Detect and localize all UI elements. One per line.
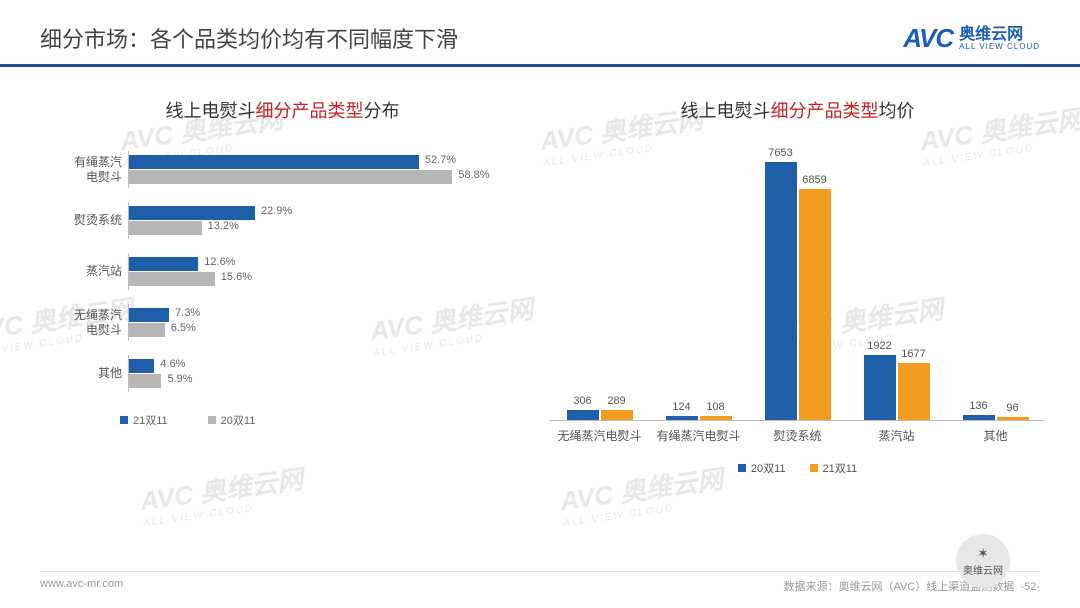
x-axis-label: 熨烫系统 <box>748 427 847 444</box>
bar-value: 5.9% <box>161 373 192 385</box>
vbar: 7653 <box>765 162 797 420</box>
legend-item: 20双11 <box>208 412 256 428</box>
x-axis-label: 蒸汽站 <box>847 427 946 444</box>
x-axis-label: 有绳蒸汽电熨斗 <box>649 427 748 444</box>
hbar-row: 蒸汽站12.6%15.6% <box>40 253 535 290</box>
footer-url: www.avc-mr.com <box>40 578 123 594</box>
bar-value: 13.2% <box>202 220 239 232</box>
bar-value: 7653 <box>768 147 792 162</box>
wechat-badge: ✶ 奥维云网 <box>956 534 1010 588</box>
hbar: 13.2% <box>129 221 202 235</box>
hbar: 7.3% <box>129 308 169 322</box>
vbar: 1922 <box>864 355 896 420</box>
vbar-group: 124108 <box>649 416 748 420</box>
hbar: 22.9% <box>129 206 255 220</box>
category-label: 有绳蒸汽电熨斗 <box>40 155 128 184</box>
hbar-row: 无绳蒸汽电熨斗7.3%6.5% <box>40 304 535 341</box>
bar-value: 12.6% <box>198 256 235 268</box>
left-chart-title: 线上电熨斗细分产品类型分布 <box>30 97 535 123</box>
vbar-group: 19221677 <box>847 355 946 420</box>
footer: www.avc-mr.com 数据来源：奥维云网（AVC）线上渠道监测数据 -5… <box>40 571 1040 594</box>
left-chart-legend: 21双11 20双11 <box>30 412 535 428</box>
bar-value: 58.8% <box>452 169 489 181</box>
bar-value: 15.6% <box>215 271 252 283</box>
vbar: 96 <box>997 417 1029 420</box>
bar-value: 6859 <box>802 174 826 189</box>
right-chart-title: 线上电熨斗细分产品类型均价 <box>545 97 1050 123</box>
hbar-row: 熨烫系统22.9%13.2% <box>40 202 535 239</box>
vbar: 124 <box>666 416 698 420</box>
bar-value: 6.5% <box>165 322 196 334</box>
vbar: 6859 <box>799 189 831 420</box>
bar-value: 22.9% <box>255 205 292 217</box>
bar-value: 4.6% <box>154 358 185 370</box>
logo-mark: AVC <box>903 23 953 54</box>
brand-logo: AVC 奥维云网 ALL VIEW CLOUD <box>903 23 1040 54</box>
hbar: 4.6% <box>129 359 154 373</box>
bar-value: 124 <box>672 401 690 416</box>
category-label: 无绳蒸汽电熨斗 <box>40 308 128 337</box>
x-axis-label: 无绳蒸汽电熨斗 <box>550 427 649 444</box>
right-chart-legend: 20双11 21双11 <box>550 460 1045 476</box>
bar-value: 136 <box>969 400 987 415</box>
bar-value: 306 <box>573 395 591 410</box>
vbar-group: 13696 <box>946 415 1045 420</box>
hbar-row: 其他4.6%5.9% <box>40 355 535 392</box>
bar-value: 108 <box>706 401 724 416</box>
header: 细分市场：各个品类均价均有不同幅度下滑 AVC 奥维云网 ALL VIEW CL… <box>0 0 1080 67</box>
hbar: 12.6% <box>129 257 198 271</box>
category-label: 蒸汽站 <box>40 264 128 278</box>
logo-cn: 奥维云网 <box>959 27 1040 43</box>
hbar: 52.7% <box>129 155 419 169</box>
bar-value: 1677 <box>901 348 925 363</box>
hbar: 15.6% <box>129 272 215 286</box>
vbar: 1677 <box>898 363 930 420</box>
vbar: 136 <box>963 415 995 420</box>
vbar: 289 <box>601 410 633 420</box>
bar-value: 96 <box>1006 402 1018 417</box>
distribution-bar-chart: 有绳蒸汽电熨斗52.7%58.8%熨烫系统22.9%13.2%蒸汽站12.6%1… <box>30 151 535 392</box>
bar-value: 1922 <box>867 340 891 355</box>
category-label: 熨烫系统 <box>40 213 128 227</box>
bar-value: 7.3% <box>169 307 200 319</box>
vbar: 306 <box>567 410 599 420</box>
hbar-row: 有绳蒸汽电熨斗52.7%58.8% <box>40 151 535 188</box>
vbar-group: 306289 <box>550 410 649 420</box>
hbar: 6.5% <box>129 323 165 337</box>
hbar: 58.8% <box>129 170 452 184</box>
vbar: 108 <box>700 416 732 420</box>
bar-value: 52.7% <box>419 154 456 166</box>
bar-value: 289 <box>607 395 625 410</box>
main-content: 线上电熨斗细分产品类型分布 有绳蒸汽电熨斗52.7%58.8%熨烫系统22.9%… <box>0 67 1080 471</box>
legend-item: 20双11 <box>738 460 786 476</box>
right-chart-panel: 线上电熨斗细分产品类型均价 30628912410876536859192216… <box>545 97 1050 461</box>
legend-item: 21双11 <box>810 460 858 476</box>
x-axis-label: 其他 <box>946 427 1045 444</box>
legend-item: 21双11 <box>120 412 168 428</box>
logo-en: ALL VIEW CLOUD <box>959 43 1040 51</box>
left-chart-panel: 线上电熨斗细分产品类型分布 有绳蒸汽电熨斗52.7%58.8%熨烫系统22.9%… <box>30 97 535 461</box>
page-title: 细分市场：各个品类均价均有不同幅度下滑 <box>40 22 458 54</box>
price-bar-chart: 306289124108765368591922167713696 无绳蒸汽电熨… <box>545 151 1050 461</box>
vbar-group: 76536859 <box>748 162 847 420</box>
hbar: 5.9% <box>129 374 161 388</box>
category-label: 其他 <box>40 366 128 380</box>
